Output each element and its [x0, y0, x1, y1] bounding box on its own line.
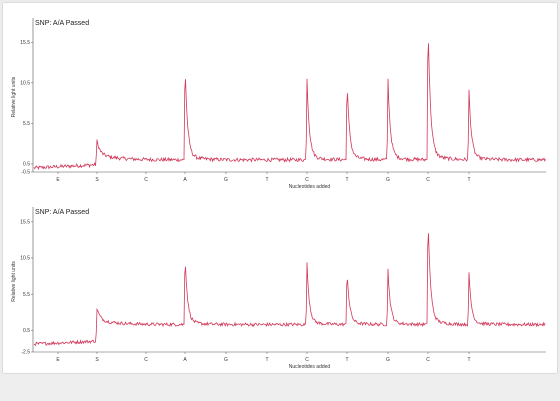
pyrogram-trace: [33, 43, 546, 171]
x-axis-label: Nucleotides added: [289, 184, 331, 190]
x-tick-label: A: [183, 357, 187, 363]
x-tick-label: A: [183, 177, 187, 183]
x-tick-label: G: [386, 177, 390, 183]
y-tick-label: 0.5: [23, 328, 30, 334]
y-tick-label: 5.5: [23, 121, 30, 127]
pyrogram-trace: [33, 233, 546, 347]
x-tick-label: C: [305, 357, 309, 363]
x-tick-label: G: [386, 357, 390, 363]
y-tick-label: 15.5: [20, 40, 30, 46]
x-tick-label: G: [224, 177, 228, 183]
x-tick-label: T: [345, 177, 348, 183]
x-tick-label: E: [56, 357, 60, 363]
y-axis-label: Relative light units: [11, 261, 17, 302]
x-tick-label: C: [305, 177, 309, 183]
x-axis-label: Nucleotides added: [289, 364, 331, 370]
y-tick-label: 15.5: [20, 220, 30, 226]
x-tick-label: T: [467, 357, 470, 363]
y-tick-label: -0.5: [21, 170, 30, 176]
x-tick-label: T: [265, 357, 268, 363]
x-tick-label: S: [95, 357, 99, 363]
y-tick-label: 0.5: [23, 162, 30, 168]
chart-title: SNP: A/A Passed: [35, 20, 89, 27]
x-tick-label: G: [224, 357, 228, 363]
footer-strip: [0, 374, 560, 401]
x-tick-label: E: [56, 177, 60, 183]
x-tick-label: C: [144, 177, 148, 183]
x-tick-label: C: [426, 177, 430, 183]
y-tick-label: 10.5: [20, 81, 30, 87]
chart-panel-2: SNP: A/A Passed -2.5 0.5 5.5 10.5 15.5 E S C A G T C…: [11, 207, 546, 370]
x-tick-label: T: [345, 357, 348, 363]
x-tick-label: C: [144, 357, 148, 363]
x-tick-label: T: [467, 177, 470, 183]
chart-card: [2, 2, 558, 374]
chart-title: SNP: A/A Passed: [35, 209, 89, 216]
y-axis-label: Relative light units: [11, 76, 17, 117]
chart-panel-1: SNP: A/A Passed -0.5 0.5 5.5 10.5 15.5 E S C A G T C…: [11, 18, 546, 190]
x-tick-label: T: [265, 177, 268, 183]
x-tick-label: C: [426, 357, 430, 363]
x-tick-label: S: [95, 177, 99, 183]
y-tick-label: 10.5: [20, 256, 30, 262]
y-tick-label: -2.5: [21, 350, 30, 356]
y-tick-label: 5.5: [23, 292, 30, 298]
